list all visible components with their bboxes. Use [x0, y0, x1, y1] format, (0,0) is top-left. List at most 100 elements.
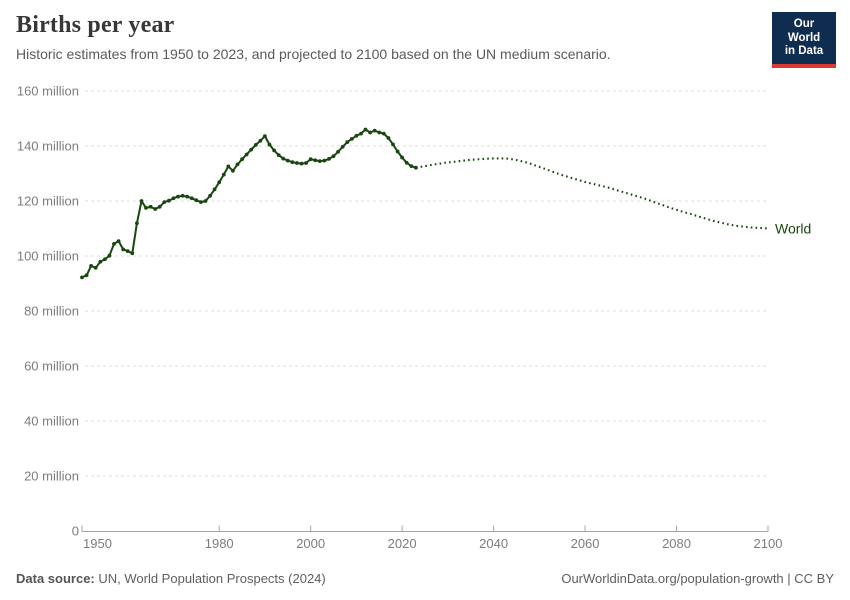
x-axis-tick-label: 2020	[388, 536, 417, 551]
data-point-marker	[221, 172, 226, 177]
y-axis-tick-label: 160 million	[17, 84, 79, 99]
data-point-marker	[368, 130, 372, 135]
data-point-marker	[217, 180, 222, 185]
data-point-marker	[84, 273, 89, 278]
data-point-marker	[272, 148, 276, 153]
page-title: Births per year	[16, 12, 175, 38]
y-axis-tick-label: 60 million	[24, 359, 79, 374]
data-point-marker	[93, 265, 98, 270]
data-point-marker	[89, 264, 93, 268]
owid-logo-line2: in Data	[784, 45, 824, 58]
data-point-marker	[240, 157, 245, 162]
data-point-marker	[409, 164, 414, 169]
x-axis-tick-label: 1980	[205, 536, 234, 551]
data-point-marker	[157, 204, 162, 209]
data-point-marker	[299, 161, 304, 166]
historic-line-world[interactable]	[81, 128, 417, 279]
data-point-marker	[171, 196, 176, 201]
data-point-marker	[327, 157, 331, 161]
data-point-marker	[404, 160, 409, 165]
data-point-marker	[336, 149, 340, 154]
series-label-world[interactable]: World	[775, 221, 811, 237]
data-point-marker	[249, 147, 254, 152]
owid-logo-line1: Our World	[787, 18, 821, 44]
y-axis-tick-label: 40 million	[24, 414, 79, 429]
data-point-marker	[308, 157, 313, 162]
data-point-marker	[185, 194, 190, 199]
data-point-marker	[235, 162, 240, 167]
data-point-marker	[381, 131, 386, 136]
x-axis-tick-label: 2000	[296, 536, 325, 551]
data-point-marker	[276, 153, 281, 158]
data-point-marker	[116, 239, 121, 244]
data-point-marker	[144, 206, 148, 210]
data-point-marker	[103, 257, 107, 262]
x-axis-tick-label: 2060	[571, 536, 600, 551]
data-point-marker	[231, 168, 235, 173]
data-point-marker	[354, 133, 359, 138]
data-point-marker	[112, 242, 116, 246]
projection-line-world[interactable]	[415, 157, 769, 230]
data-point-marker	[258, 138, 263, 143]
y-axis-tick-label: 120 million	[17, 194, 79, 209]
data-point-marker	[359, 131, 363, 136]
x-axis-tick-label: 2100	[754, 536, 783, 551]
data-point-marker	[400, 155, 404, 160]
data-point-marker	[98, 259, 103, 264]
data-point-marker	[295, 161, 299, 165]
y-axis-tick-label: 80 million	[24, 304, 79, 319]
data-point-marker	[189, 196, 194, 201]
data-point-marker	[148, 204, 153, 209]
data-point-marker	[386, 136, 391, 140]
data-point-marker	[263, 134, 267, 139]
owid-logo[interactable]: Our World in Data	[772, 12, 836, 68]
data-point-marker	[349, 137, 354, 141]
data-point-marker	[340, 144, 345, 149]
data-point-marker	[176, 194, 180, 199]
data-point-marker	[253, 143, 258, 147]
data-point-marker	[363, 127, 368, 132]
data-point-marker	[125, 249, 130, 254]
data-source-text: UN, World Population Prospects (2024)	[94, 571, 326, 586]
data-point-marker	[322, 158, 327, 163]
y-axis-tick-label: 0	[72, 524, 79, 539]
chart-footer: Data source: UN, World Population Prospe…	[16, 571, 834, 586]
data-point-marker	[285, 158, 290, 163]
data-point-marker	[180, 193, 185, 198]
y-axis-tick-label: 100 million	[17, 249, 79, 264]
footer-link[interactable]: OurWorldinData.org/population-growth | C…	[561, 571, 834, 586]
data-point-marker	[290, 160, 295, 165]
data-point-marker	[194, 198, 199, 203]
data-point-marker	[345, 140, 350, 145]
data-source-label: Data source:	[16, 571, 95, 586]
y-axis-tick-label: 20 million	[24, 469, 79, 484]
data-point-marker	[313, 158, 318, 163]
data-point-marker	[107, 253, 112, 258]
data-point-marker	[139, 199, 144, 203]
data-point-marker	[167, 198, 171, 203]
data-point-marker	[317, 159, 322, 164]
data-point-marker	[226, 164, 231, 169]
data-point-marker	[80, 275, 84, 280]
data-point-marker	[395, 149, 400, 154]
data-point-marker	[208, 193, 213, 198]
x-axis-tick-label: 2080	[662, 536, 691, 551]
x-axis-tick-label: 1950	[83, 536, 112, 551]
data-point-marker	[244, 152, 249, 157]
data-point-marker	[331, 154, 336, 159]
data-point-marker	[304, 161, 308, 165]
data-point-marker	[372, 128, 377, 133]
data-source-note: Data source: UN, World Population Prospe…	[16, 571, 326, 586]
data-point-marker	[162, 200, 167, 205]
data-point-marker	[203, 199, 208, 203]
chart-header: Births per year Historic estimates from …	[16, 12, 760, 62]
data-point-marker	[135, 221, 139, 226]
data-point-marker	[281, 156, 286, 161]
data-point-marker	[153, 207, 158, 211]
data-point-marker	[130, 251, 135, 256]
x-axis-tick-label: 2040	[479, 536, 508, 551]
data-point-marker	[212, 187, 217, 192]
data-point-marker	[199, 200, 203, 205]
y-axis-tick-label: 140 million	[17, 139, 79, 154]
